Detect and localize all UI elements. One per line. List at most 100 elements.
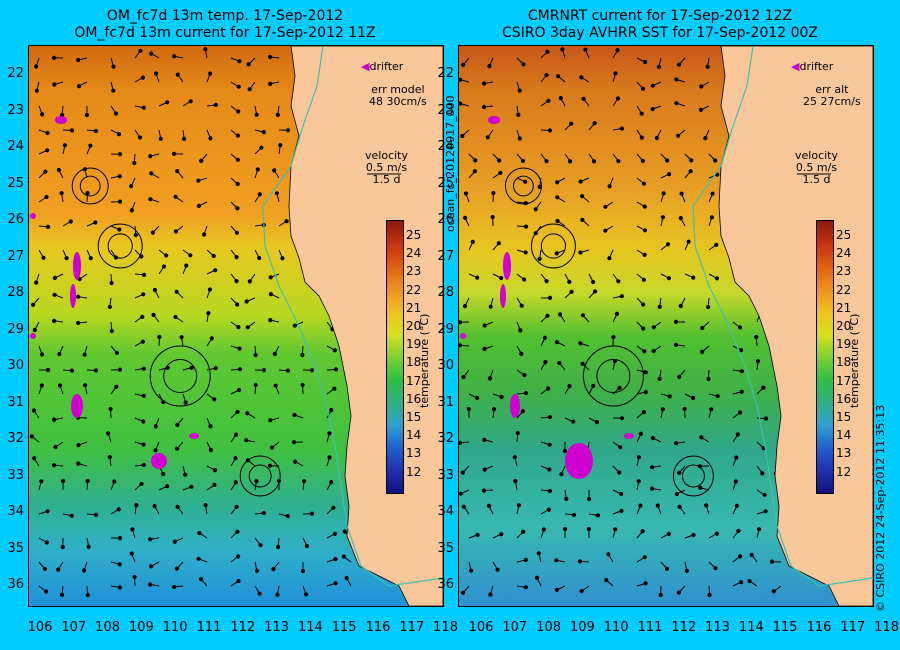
current-vector-head	[676, 133, 681, 138]
current-vector-head	[141, 419, 146, 424]
current-vector-head	[85, 190, 90, 196]
current-vector-head	[579, 589, 584, 594]
current-vector-head	[153, 448, 158, 453]
current-vector-head	[258, 543, 263, 548]
current-vector-head	[134, 503, 139, 508]
current-vector-head	[650, 465, 655, 470]
current-vector-head	[595, 513, 600, 518]
current-vector-head	[233, 480, 238, 485]
current-vector-head	[515, 430, 520, 436]
current-vector-head	[182, 136, 187, 142]
colorbar-tick: 20	[406, 319, 422, 333]
current-vector-head	[641, 86, 646, 91]
current-vector-head	[327, 455, 332, 460]
current-vector-head	[739, 369, 744, 374]
current-vector-head	[93, 368, 99, 373]
colorbar-tick: 25	[836, 228, 852, 242]
current-vector-head	[257, 255, 262, 261]
current-vector-head	[580, 194, 585, 199]
current-vector-head	[569, 289, 574, 294]
current-vector-head	[676, 62, 682, 67]
drifter-track	[488, 116, 500, 124]
current-vector-head	[235, 181, 240, 187]
current-vector-head	[255, 167, 260, 172]
current-vector-head	[578, 250, 583, 255]
current-vector-head	[196, 203, 201, 208]
current-vector-head	[56, 167, 61, 173]
current-vector-head	[93, 512, 99, 517]
current-vector-head	[475, 395, 480, 400]
current-vector-head	[554, 587, 560, 593]
current-vector-head	[257, 591, 262, 596]
current-vector-head	[466, 406, 471, 412]
current-vector-head	[733, 479, 738, 484]
current-vector-head	[175, 422, 180, 428]
current-vector-head	[607, 184, 612, 189]
current-vector-head	[235, 529, 240, 534]
longitude-label: 111	[637, 620, 663, 635]
current-vector-head	[578, 179, 583, 184]
current-vector-head	[660, 215, 665, 220]
current-vector-head	[734, 503, 739, 508]
current-vector-head	[547, 128, 553, 133]
longitude-label: 116	[365, 620, 391, 635]
current-vector-head	[247, 87, 252, 92]
current-vector-head	[300, 352, 305, 358]
current-vector-head	[45, 130, 50, 136]
current-vector-head	[581, 96, 586, 101]
current-vector-head	[512, 455, 518, 460]
current-vector-head	[45, 224, 51, 229]
current-vector-head	[567, 384, 572, 389]
current-vector-head	[234, 279, 239, 284]
current-vector-head	[691, 395, 696, 401]
current-vector-head	[497, 158, 502, 163]
current-vector-head	[571, 512, 577, 517]
current-vector-head	[462, 304, 468, 309]
current-vector-head	[709, 215, 714, 220]
current-vector-head	[69, 128, 75, 133]
longitude-label: 113	[264, 620, 289, 635]
current-vector-head	[542, 335, 548, 340]
eddy-streamline	[248, 464, 272, 488]
current-vector-head	[165, 100, 170, 105]
current-vector-head	[234, 255, 239, 260]
latitude-label: 23	[437, 102, 454, 118]
current-vector-head	[341, 554, 346, 559]
current-vector-head	[76, 443, 81, 448]
current-vector-head	[173, 229, 178, 234]
current-vector-head	[40, 352, 45, 357]
current-vector-head	[642, 252, 647, 257]
current-vector-head	[607, 256, 612, 261]
drifter-track	[30, 213, 36, 219]
current-vector-head	[554, 558, 559, 563]
current-vector-head	[619, 126, 624, 131]
drifter-track	[565, 443, 593, 479]
current-vector-head	[82, 568, 87, 573]
current-vector-head	[738, 325, 743, 330]
current-vector-head	[704, 503, 709, 508]
current-vector-head	[52, 318, 57, 323]
current-vector-head	[521, 529, 526, 534]
current-vector-head	[674, 441, 679, 446]
current-vector-head	[463, 215, 468, 220]
current-vector-head	[117, 174, 122, 179]
colorbar-tick: 12	[406, 464, 422, 479]
current-vector-head	[141, 292, 146, 297]
current-vector-head	[329, 480, 334, 485]
latitude-label: 36	[437, 577, 454, 592]
current-vector-head	[715, 394, 720, 399]
current-vector-head	[475, 275, 480, 280]
current-vector-head	[557, 360, 562, 366]
current-vector-head	[676, 590, 681, 595]
current-vector-head	[689, 158, 694, 163]
current-vector-head	[268, 318, 273, 323]
current-vector-head	[76, 461, 81, 466]
colorbar-tick: 13	[406, 446, 422, 461]
colorbar-tick: 16	[406, 391, 422, 406]
current-vector-head	[587, 496, 592, 502]
current-vector-head	[32, 327, 37, 333]
latitude-label: 24	[437, 139, 454, 154]
current-vector-head	[643, 370, 648, 375]
drifter-track	[189, 433, 199, 439]
colorbar-tick: 21	[836, 300, 852, 315]
